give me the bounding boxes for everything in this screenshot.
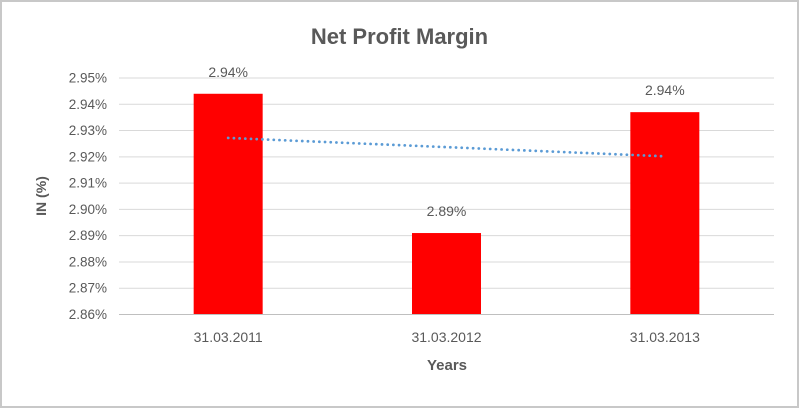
bar-data-label: 2.94% — [645, 82, 685, 98]
bar-data-label: 2.89% — [427, 203, 467, 219]
y-tick-label: 2.88% — [69, 254, 107, 269]
y-tick-label: 2.89% — [69, 228, 107, 243]
bar-31.03.2012 — [412, 233, 481, 315]
bar-31.03.2013 — [630, 112, 700, 315]
x-tick-label: 31.03.2011 — [194, 329, 263, 345]
y-tick-label: 2.86% — [69, 307, 107, 322]
y-tick-label: 2.95% — [69, 71, 107, 86]
y-tick-label: 2.90% — [69, 202, 107, 217]
y-tick-label: 2.93% — [69, 123, 107, 138]
trendline — [226, 136, 667, 158]
bar-31.03.2011 — [193, 93, 263, 315]
y-tick-label: 2.91% — [69, 176, 107, 191]
x-tick-label: 31.03.2013 — [630, 329, 700, 345]
chart-title: Net Profit Margin — [310, 24, 489, 49]
x-tick-label: 31.03.2012 — [411, 329, 481, 345]
y-tick-label: 2.92% — [69, 149, 107, 164]
bar-data-label: 2.94% — [208, 64, 248, 80]
y-tick-label: 2.87% — [69, 281, 107, 296]
y-tick-label: 2.94% — [69, 97, 107, 112]
x-axis-title: Years — [426, 357, 468, 374]
y-axis-title: IN (%) — [33, 176, 49, 216]
